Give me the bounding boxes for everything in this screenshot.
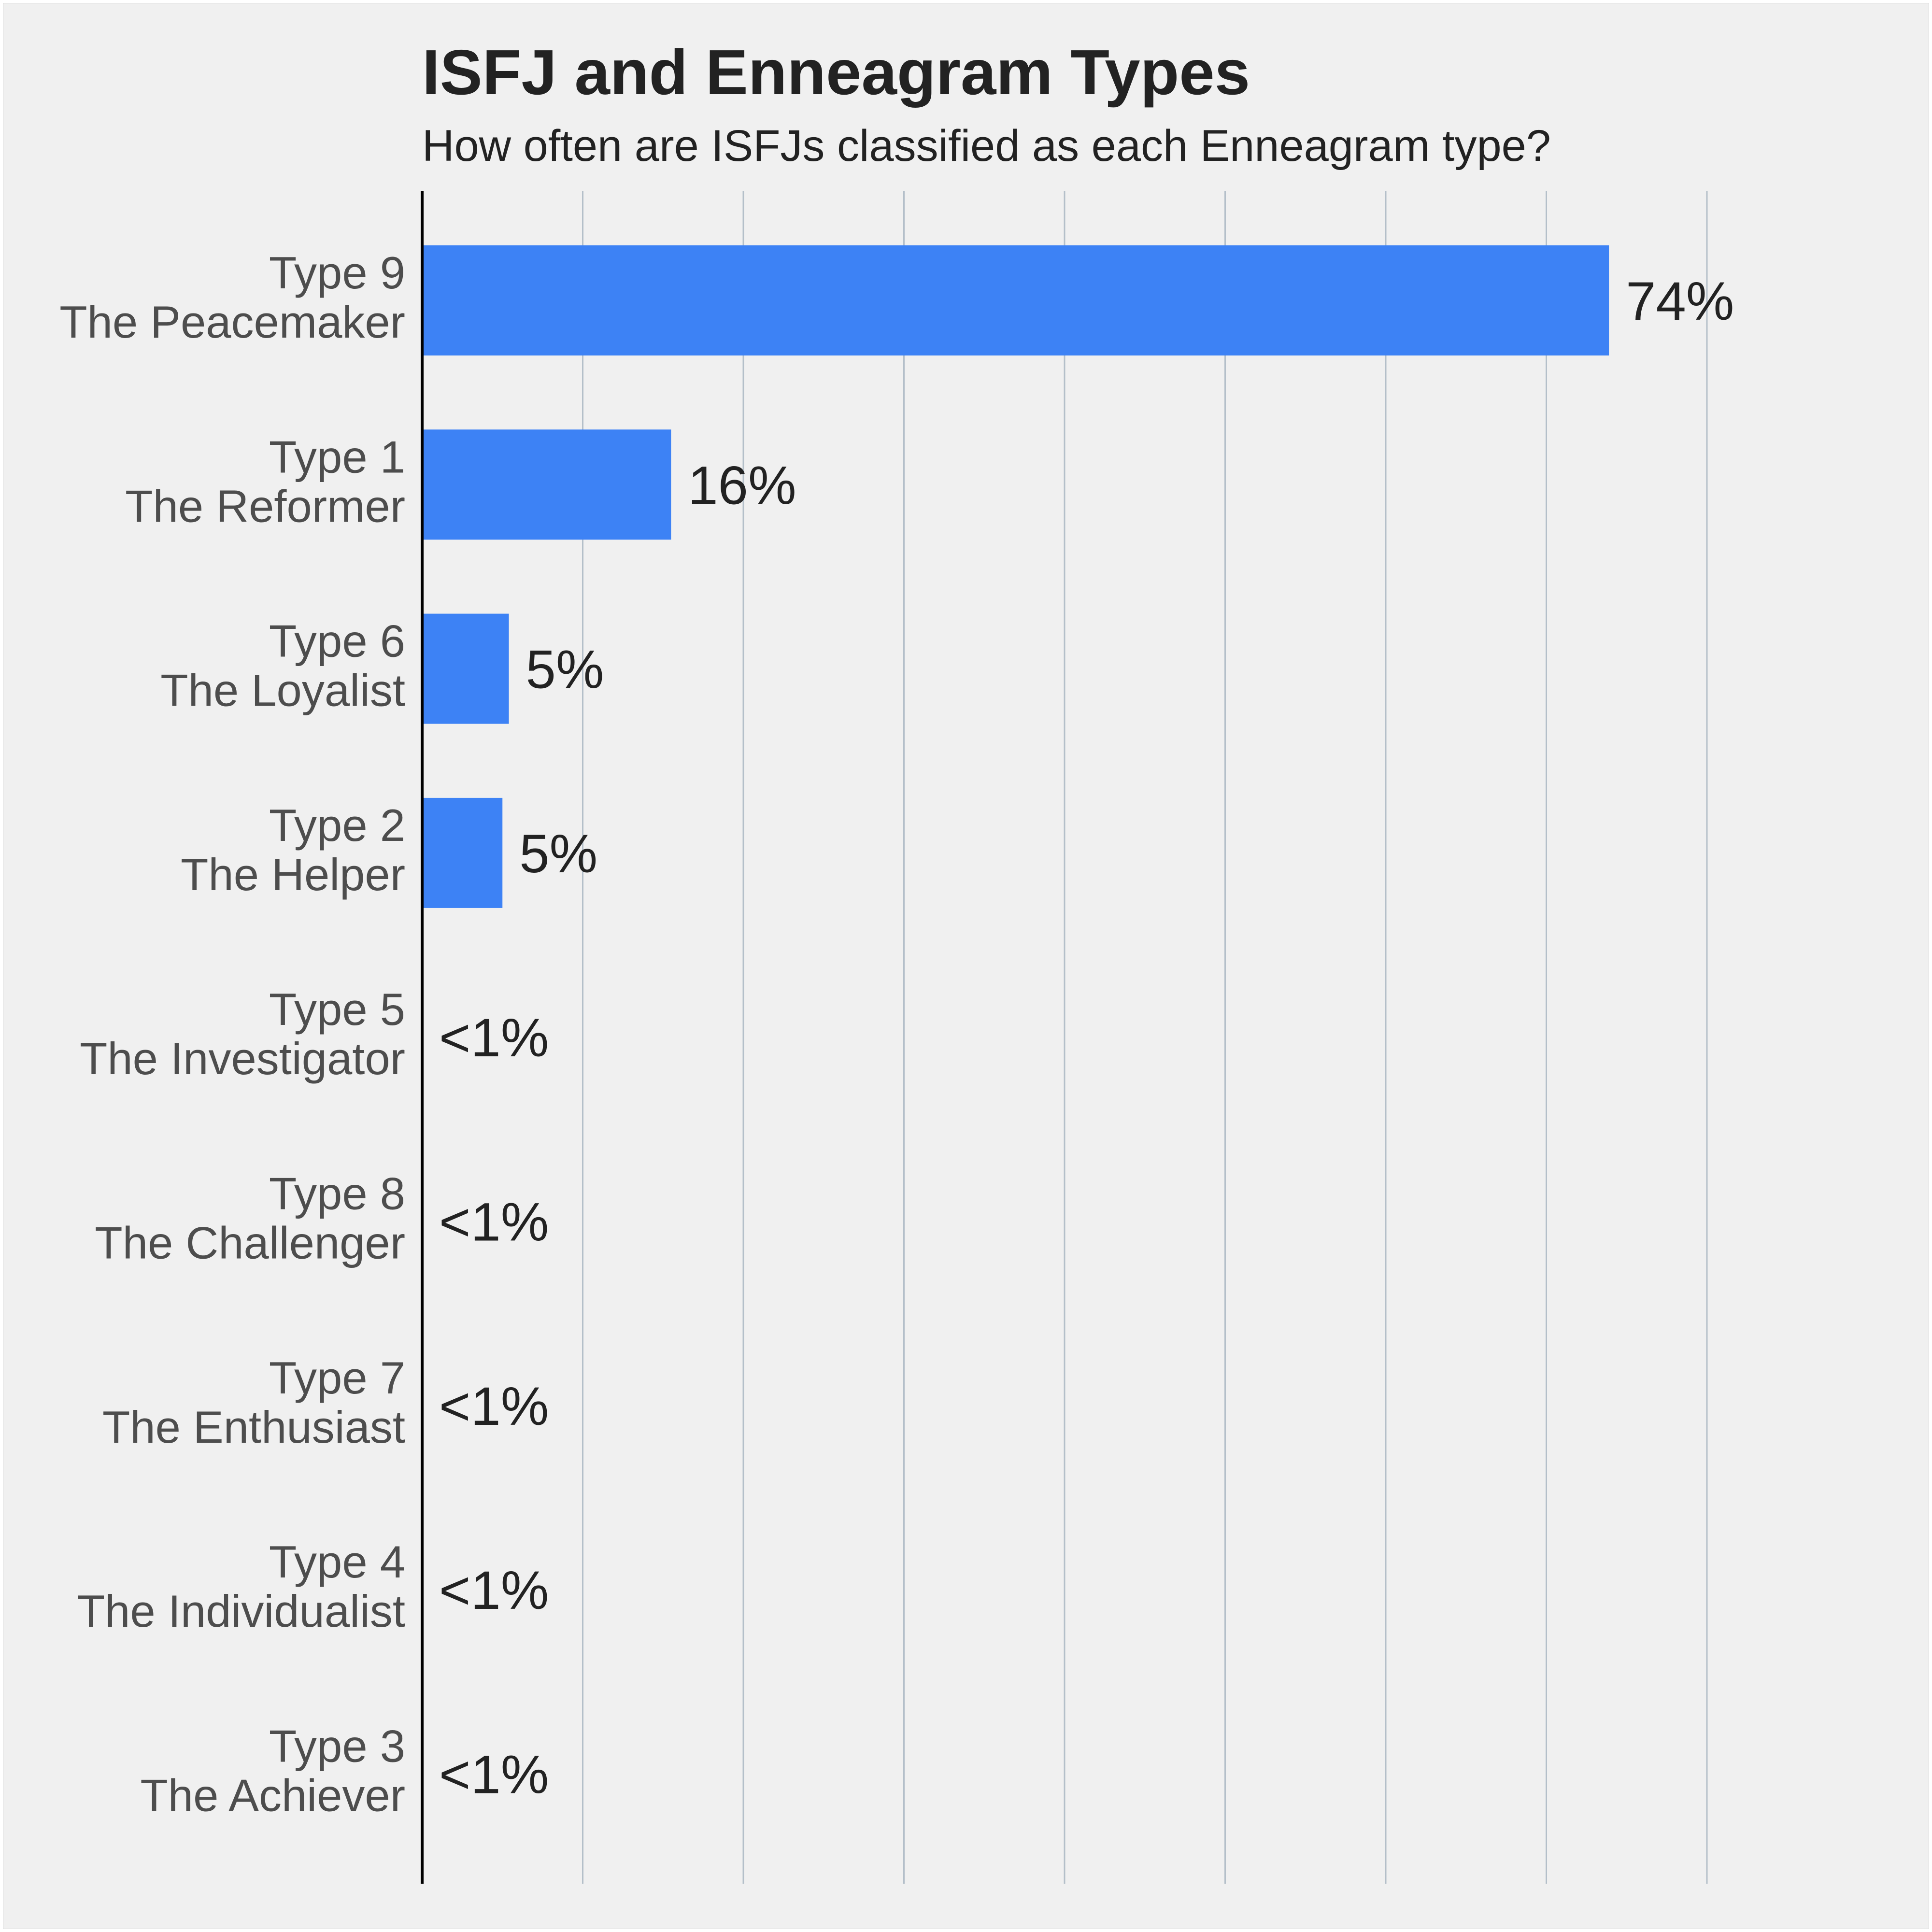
gridlines [582, 191, 1708, 1884]
value-label-5: <1% [439, 1192, 549, 1252]
bars [422, 245, 1609, 908]
category-label-name-0: The Peacemaker [59, 297, 405, 347]
bar-1 [422, 429, 671, 540]
value-label-2: 5% [526, 639, 604, 700]
category-label-name-7: The Individualist [77, 1586, 405, 1636]
bar-2 [422, 613, 509, 724]
value-label-8: <1% [439, 1744, 549, 1804]
chart-subtitle: How often are ISFJs classified as each E… [422, 121, 1551, 170]
category-label-type-8: Type 3 [269, 1720, 405, 1771]
value-label-6: <1% [439, 1376, 549, 1436]
category-label-type-5: Type 8 [269, 1168, 405, 1219]
category-label-type-3: Type 2 [269, 800, 405, 851]
category-label-type-7: Type 4 [269, 1536, 405, 1587]
category-label-type-6: Type 7 [269, 1352, 405, 1403]
category-label-name-8: The Achiever [140, 1770, 405, 1820]
category-label-name-3: The Helper [181, 849, 405, 900]
value-label-4: <1% [439, 1008, 549, 1068]
category-label-name-6: The Enthusiast [102, 1402, 405, 1452]
category-label-name-4: The Investigator [80, 1033, 405, 1084]
value-label-7: <1% [439, 1560, 549, 1620]
category-label-type-2: Type 6 [269, 616, 405, 667]
category-label-type-1: Type 1 [269, 431, 405, 482]
value-label-0: 74% [1626, 271, 1734, 331]
chart-title: ISFJ and Enneagram Types [422, 37, 1250, 108]
bar-3 [422, 797, 503, 908]
category-label-name-1: The Reformer [125, 481, 405, 531]
category-label-type-4: Type 5 [269, 984, 405, 1035]
value-label-1: 16% [688, 455, 796, 515]
category-label-type-0: Type 9 [269, 247, 405, 298]
category-label-name-2: The Loyalist [160, 665, 405, 716]
category-label-name-5: The Challenger [95, 1218, 405, 1268]
bar-0 [422, 245, 1609, 355]
value-label-3: 5% [519, 824, 597, 884]
